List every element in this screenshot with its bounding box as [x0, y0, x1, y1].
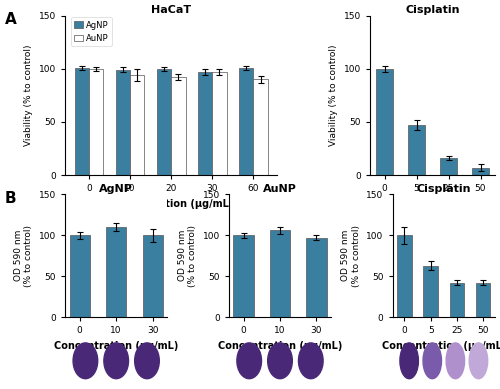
Bar: [234, 235, 254, 317]
Circle shape: [446, 343, 464, 379]
Bar: [106, 227, 126, 317]
Circle shape: [469, 343, 488, 379]
Bar: [306, 238, 326, 317]
Title: AgNP: AgNP: [100, 184, 133, 194]
Y-axis label: Viability (% to control): Viability (% to control): [24, 45, 33, 146]
Bar: [398, 235, 411, 317]
Bar: [74, 68, 89, 175]
Bar: [157, 69, 171, 175]
Bar: [270, 230, 290, 317]
Bar: [142, 235, 163, 317]
X-axis label: Concentration (μg/mL): Concentration (μg/mL): [218, 341, 342, 350]
Circle shape: [298, 343, 323, 379]
Bar: [254, 79, 268, 175]
Bar: [440, 158, 458, 175]
Bar: [376, 69, 394, 175]
Circle shape: [423, 343, 442, 379]
Bar: [476, 283, 490, 317]
Circle shape: [73, 343, 98, 379]
Title: Cisplatin: Cisplatin: [416, 184, 471, 194]
Circle shape: [104, 343, 128, 379]
Circle shape: [268, 343, 292, 379]
Bar: [70, 235, 89, 317]
Title: Cisplatin: Cisplatin: [406, 5, 460, 15]
X-axis label: Concentration (μg/mL): Concentration (μg/mL): [54, 341, 178, 350]
Y-axis label: OD 590 nm
(% to control): OD 590 nm (% to control): [178, 225, 197, 287]
Bar: [472, 168, 490, 175]
Bar: [89, 69, 104, 175]
Legend: AgNP, AuNP: AgNP, AuNP: [71, 17, 112, 46]
Text: B: B: [5, 191, 16, 206]
Circle shape: [134, 343, 160, 379]
Bar: [116, 70, 130, 175]
Circle shape: [237, 343, 262, 379]
Title: HaCaT: HaCaT: [151, 5, 191, 15]
Bar: [239, 68, 254, 175]
X-axis label: Concentration (μg/mL): Concentration (μg/mL): [109, 199, 234, 209]
Y-axis label: OD 590 nm
(% to control): OD 590 nm (% to control): [342, 225, 361, 287]
Y-axis label: Viability (% to control): Viability (% to control): [330, 45, 338, 146]
Bar: [198, 72, 212, 175]
Bar: [130, 75, 144, 175]
Title: AuNP: AuNP: [263, 184, 297, 194]
Bar: [424, 266, 438, 317]
X-axis label: Concentration (μg/mL): Concentration (μg/mL): [382, 341, 500, 350]
X-axis label: Concentration
(μg/mL): Concentration (μg/mL): [394, 199, 471, 220]
Bar: [408, 125, 426, 175]
Text: A: A: [5, 12, 17, 27]
Y-axis label: OD 590 nm
(% to control): OD 590 nm (% to control): [14, 225, 33, 287]
Bar: [450, 283, 464, 317]
Circle shape: [400, 343, 418, 379]
Bar: [212, 72, 226, 175]
Bar: [171, 77, 186, 175]
